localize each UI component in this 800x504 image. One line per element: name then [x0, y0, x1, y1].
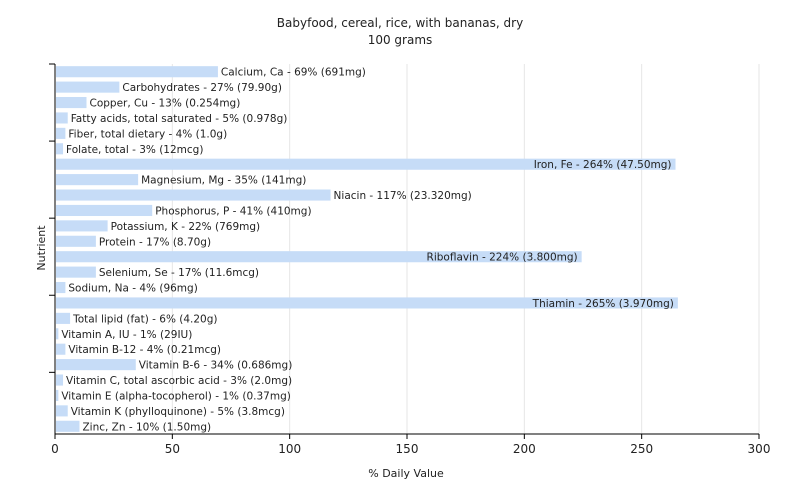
bar-label: Total lipid (fat) - 6% (4.20g)	[72, 313, 217, 325]
x-tick-label: 50	[165, 442, 180, 456]
bar	[56, 420, 80, 432]
x-tick-label: 250	[630, 442, 653, 456]
bar	[56, 220, 108, 232]
bar	[56, 143, 64, 155]
bar	[56, 158, 676, 170]
bar	[56, 297, 678, 309]
bar	[56, 112, 68, 124]
x-axis-ticks: 0 50 100 150 200 250 300	[51, 434, 770, 456]
bar	[56, 81, 120, 93]
bar-label: Niacin - 117% (23.320mg)	[334, 190, 472, 202]
x-axis-title: % Daily Value	[368, 467, 444, 480]
bar	[56, 328, 59, 340]
bar-label: Iron, Fe - 264% (47.50mg)	[534, 159, 672, 171]
bar-label: Fatty acids, total saturated - 5% (0.978…	[71, 113, 288, 125]
x-tick-label: 200	[513, 442, 536, 456]
bar	[56, 405, 68, 417]
bar-label: Vitamin C, total ascorbic acid - 3% (2.0…	[66, 375, 292, 387]
bar-label: Calcium, Ca - 69% (691mg)	[221, 67, 366, 79]
grid-lines	[171, 64, 760, 434]
bar-label: Vitamin A, IU - 1% (29IU)	[61, 329, 192, 341]
bar-label: Phosphorus, P - 41% (410mg)	[155, 205, 311, 217]
bar	[56, 389, 59, 402]
bar	[56, 127, 66, 139]
bar-label: Zinc, Zn - 10% (1.50mg)	[82, 421, 211, 433]
chart-title: Babyfood, cereal, rice, with bananas, dr…	[277, 16, 523, 30]
bar	[56, 281, 66, 294]
bar-label: Potassium, K - 22% (769mg)	[111, 221, 261, 233]
x-tick-label: 100	[278, 442, 301, 456]
bar	[56, 359, 136, 371]
bar-label: Protein - 17% (8.70g)	[99, 236, 211, 248]
x-tick-label: 300	[748, 442, 771, 456]
bar-label: Selenium, Se - 17% (11.6mcg)	[99, 267, 259, 279]
bar-label: Vitamin K (phylloquinone) - 5% (3.8mcg)	[71, 406, 285, 418]
chart-subtitle: 100 grams	[368, 33, 433, 47]
bar-label: Vitamin E (alpha-tocopherol) - 1% (0.37m…	[61, 390, 291, 402]
bar-label: Magnesium, Mg - 35% (141mg)	[141, 175, 306, 187]
bar-label: Folate, total - 3% (12mcg)	[66, 144, 203, 156]
bar-label: Riboflavin - 224% (3.800mg)	[427, 252, 578, 264]
bar-label: Fiber, total dietary - 4% (1.0g)	[68, 128, 227, 140]
bar	[56, 174, 139, 186]
bar	[56, 204, 153, 217]
y-axis-title: Nutrient	[35, 225, 48, 271]
bar-label: Thiamin - 265% (3.970mg)	[532, 298, 674, 310]
bar	[56, 343, 66, 355]
bar	[56, 266, 96, 278]
bar	[56, 312, 71, 324]
bar-label: Vitamin B-6 - 34% (0.686mg)	[139, 360, 293, 372]
bar-label: Copper, Cu - 13% (0.254mg)	[90, 98, 241, 110]
bar	[56, 235, 96, 247]
bar-label: Sodium, Na - 4% (96mg)	[68, 283, 197, 295]
x-tick-label: 150	[396, 442, 419, 456]
bars: Calcium, Ca - 69% (691mg) Carbohydrates -…	[56, 66, 678, 433]
bar	[56, 66, 218, 78]
bar-label: Carbohydrates - 27% (79.90g)	[122, 82, 282, 94]
bar	[56, 189, 331, 201]
x-tick-label: 0	[51, 442, 59, 456]
bar	[56, 251, 582, 263]
bar	[56, 374, 64, 386]
bar-label: Vitamin B-12 - 4% (0.21mcg)	[68, 344, 221, 356]
bar	[56, 96, 87, 109]
